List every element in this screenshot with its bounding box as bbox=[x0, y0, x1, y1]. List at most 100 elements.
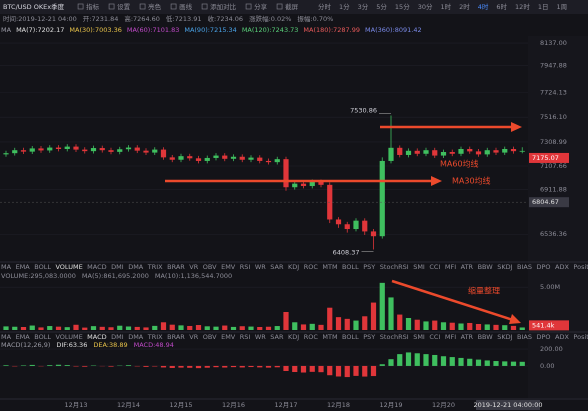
indicator-tab[interactable]: DMA bbox=[128, 333, 144, 341]
indicator-tab[interactable]: RSI bbox=[240, 333, 251, 341]
indicator-tab[interactable]: CCI bbox=[429, 333, 440, 341]
indicator-tab[interactable]: WR bbox=[255, 263, 266, 271]
indicator-tab[interactable]: TRIX bbox=[147, 333, 163, 341]
indicator-tab[interactable]: DMA bbox=[128, 263, 144, 271]
macd-bar bbox=[213, 365, 219, 368]
interval[interactable]: 15分 bbox=[395, 2, 410, 11]
indicator-tab[interactable]: MFI bbox=[445, 333, 456, 341]
indicator-tab[interactable]: SMI bbox=[413, 333, 425, 341]
indicator-tab[interactable]: ATR bbox=[461, 333, 474, 341]
indicator-tab[interactable]: Position bbox=[573, 263, 588, 271]
indicator-tab[interactable]: EMV bbox=[221, 333, 236, 341]
indicator-tab[interactable]: PSY bbox=[363, 263, 375, 271]
indicator-tab[interactable]: SKDJ bbox=[497, 333, 512, 341]
toolbar-button[interactable]: 亮色 bbox=[148, 2, 162, 11]
toolbar-button[interactable]: 分享 bbox=[254, 2, 268, 11]
interval[interactable]: 4时 bbox=[478, 2, 489, 11]
interval[interactable]: 12时 bbox=[515, 2, 530, 11]
indicator-tab[interactable]: BRAR bbox=[167, 263, 185, 271]
indicator-tab[interactable]: KDJ bbox=[288, 333, 299, 341]
indicator-tab[interactable]: SKDJ bbox=[497, 263, 512, 271]
interval[interactable]: 1时 bbox=[440, 2, 451, 11]
toolbar-button[interactable]: 添加对比 bbox=[210, 2, 237, 11]
candle-body bbox=[484, 150, 490, 155]
toolbar-button[interactable]: 设置 bbox=[117, 2, 131, 11]
indicator-tab[interactable]: StochRSI bbox=[380, 333, 409, 341]
indicator-tab[interactable]: MA bbox=[1, 263, 12, 271]
indicator-tab[interactable]: ADX bbox=[555, 263, 569, 271]
indicator-tab[interactable]: MACD bbox=[87, 333, 106, 341]
interval[interactable]: 5分 bbox=[376, 2, 387, 11]
indicator-tab[interactable]: BIAS bbox=[517, 333, 532, 341]
interval[interactable]: 30分 bbox=[418, 2, 433, 11]
volume-bar bbox=[493, 324, 499, 330]
volume-bar bbox=[248, 326, 254, 330]
macd-bar bbox=[292, 365, 298, 373]
indicator-tab[interactable]: DPO bbox=[536, 333, 550, 341]
candle-body bbox=[510, 149, 517, 152]
indicator-tab[interactable]: OBV bbox=[203, 333, 217, 341]
indicator-tab[interactable]: CCI bbox=[429, 263, 440, 271]
indicator-tab[interactable]: KDJ bbox=[288, 263, 299, 271]
candle-body bbox=[230, 156, 237, 159]
interval[interactable]: 1周 bbox=[556, 3, 567, 11]
indicator-tab[interactable]: PSY bbox=[363, 333, 375, 341]
indicator-tab[interactable]: OBV bbox=[203, 263, 217, 271]
indicator-tab[interactable]: BOLL bbox=[34, 333, 51, 341]
indicator-tab[interactable]: MACD bbox=[87, 263, 106, 271]
macd-bar bbox=[204, 365, 210, 368]
indicator-tab[interactable]: MTM bbox=[322, 263, 337, 271]
candle-body bbox=[117, 149, 123, 152]
indicator-tab[interactable]: BBW bbox=[478, 333, 494, 341]
indicator-tab[interactable]: Position bbox=[573, 333, 588, 341]
indicator-tab[interactable]: SMI bbox=[413, 263, 425, 271]
volume-bar bbox=[449, 322, 455, 330]
indicator-tab[interactable]: StochRSI bbox=[380, 263, 409, 271]
toolbar-button[interactable]: 画线 bbox=[179, 2, 193, 11]
indicator-tab[interactable]: DMI bbox=[111, 333, 124, 341]
indicator-tab[interactable]: ATR bbox=[461, 263, 474, 271]
indicator-tab[interactable]: SAR bbox=[270, 263, 284, 271]
indicator-tab[interactable]: BOLL bbox=[34, 263, 51, 271]
interval[interactable]: 2时 bbox=[459, 2, 470, 11]
indicator-tab[interactable]: BIAS bbox=[517, 263, 532, 271]
indicator-tab[interactable]: RSI bbox=[240, 263, 251, 271]
y-tick-label: 200.00 bbox=[540, 345, 563, 353]
indicator-tab[interactable]: ROC bbox=[304, 333, 319, 341]
macd-bar bbox=[318, 365, 324, 373]
toolbar-button[interactable]: 指标 bbox=[86, 2, 100, 11]
indicator-tab[interactable]: VR bbox=[189, 263, 198, 271]
indicator-tab[interactable]: VR bbox=[189, 333, 198, 341]
candle-body bbox=[467, 149, 473, 152]
indicator-tab[interactable]: MA bbox=[1, 333, 12, 341]
indicator-tab[interactable]: SAR bbox=[270, 333, 284, 341]
interval[interactable]: 3分 bbox=[358, 2, 369, 11]
indicator-tab[interactable]: EMV bbox=[221, 263, 236, 271]
indicator-tab[interactable]: ROC bbox=[304, 263, 319, 271]
interval[interactable]: 1分 bbox=[339, 2, 350, 11]
volume-bar bbox=[12, 326, 18, 330]
indicator-tab[interactable]: MTM bbox=[322, 333, 337, 341]
indicator-tab[interactable]: ADX bbox=[555, 333, 569, 341]
indicator-tab[interactable]: BBW bbox=[478, 263, 494, 271]
indicator-tab[interactable]: EMA bbox=[16, 333, 31, 341]
interval[interactable]: 1日 bbox=[538, 3, 549, 11]
toolbar-button[interactable]: 截屏 bbox=[285, 2, 299, 11]
indicator-tab[interactable]: VOLUME bbox=[55, 263, 82, 271]
indicator-tab[interactable]: MFI bbox=[445, 263, 456, 271]
indicator-tab[interactable]: BOLL bbox=[342, 263, 359, 271]
info-item: 开:7231.84 bbox=[83, 15, 119, 23]
indicator-tab[interactable]: TRIX bbox=[147, 263, 163, 271]
indicator-tab[interactable]: DPO bbox=[536, 263, 550, 271]
candle-body bbox=[300, 183, 307, 187]
indicator-tab[interactable]: BOLL bbox=[342, 333, 359, 341]
indicator-tab[interactable]: BRAR bbox=[167, 333, 185, 341]
candle-body bbox=[248, 157, 254, 160]
legend-item: DEA:38.89 bbox=[93, 341, 127, 349]
indicator-tab[interactable]: EMA bbox=[16, 263, 31, 271]
interval[interactable]: 分时 bbox=[318, 2, 332, 11]
indicator-tab[interactable]: WR bbox=[255, 333, 266, 341]
indicator-tab[interactable]: VOLUME bbox=[55, 333, 82, 341]
indicator-tab[interactable]: DMI bbox=[111, 263, 124, 271]
interval[interactable]: 6时 bbox=[496, 2, 507, 11]
